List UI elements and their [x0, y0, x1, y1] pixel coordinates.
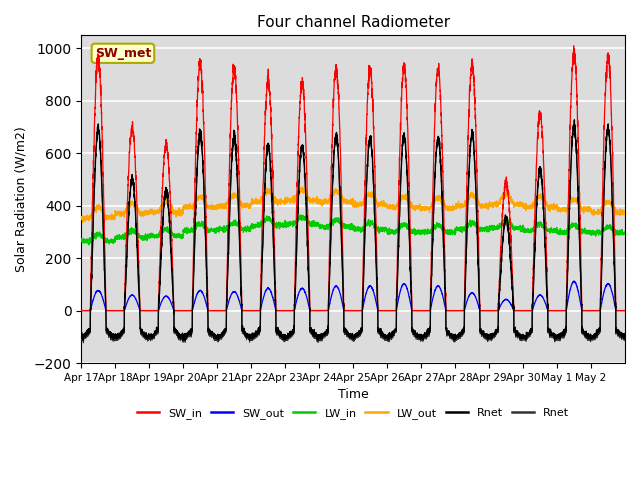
Text: SW_met: SW_met: [95, 47, 151, 60]
Y-axis label: Solar Radiation (W/m2): Solar Radiation (W/m2): [15, 126, 28, 272]
Title: Four channel Radiometer: Four channel Radiometer: [257, 15, 450, 30]
X-axis label: Time: Time: [338, 388, 369, 401]
Legend: SW_in, SW_out, LW_in, LW_out, Rnet, Rnet: SW_in, SW_out, LW_in, LW_out, Rnet, Rnet: [133, 403, 573, 423]
